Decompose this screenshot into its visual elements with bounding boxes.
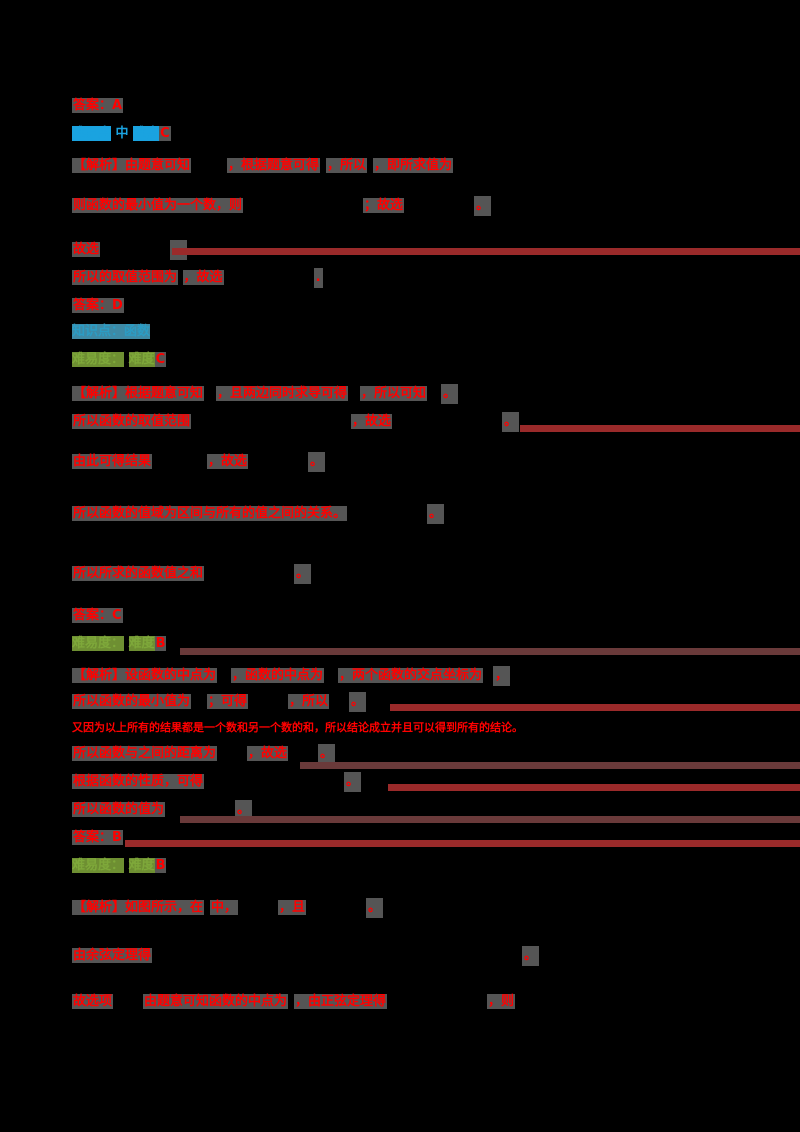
analysis-line: 又因为以上所有的结果都是一个数和另一个数的和，所以结论成立并且可以得到所有的结论… [72,721,523,734]
analysis-line: 【解析】如图所示，在 中， ，且。 [72,898,384,918]
knowledge-label: 知识点：函数 [72,324,151,339]
answer-label: 答案：D [72,298,124,313]
underline-rule [388,784,800,791]
analysis-line: 故选。 [72,240,188,260]
difficulty-label: 难易度： 难度B [72,858,167,873]
difficulty-label: 难易度： 难度C [72,352,167,367]
underline-rule [520,425,800,432]
difficulty-label: 难易度： 难度B [72,636,167,651]
analysis-line: 故选项 由题意可知函数的中点为 ，由正弦定理得 ，则 [72,994,516,1009]
analysis-line: 所以所求的函数值之和。 [72,564,312,584]
underline-rule [125,840,800,847]
underline-rule [172,248,800,255]
analysis-line: 根据函数的性质，可得。 [72,772,362,792]
underline-rule [300,762,800,769]
analysis-line: 则函数的最小值为一个数，则 ；故选。 [72,196,492,216]
analysis-line: 所以函数的值为。 [72,800,253,820]
difficulty-label: 难易度 中 难度C [72,126,171,141]
analysis-line: 【解析】由题意可知 ，根据题意可得 ，所以 ，即所求值为 [72,158,454,173]
analysis-line: 所以函数的最小值为 ；可得 ，所以。 [72,692,367,712]
underline-rule [390,704,800,711]
analysis-line: 由余弦定理得。 [72,946,540,966]
analysis-line: 所以函数的值域为区间与所有的值之间的关系。。 [72,504,445,524]
analysis-line: 所以的取值范围为 ，故选. [72,268,323,288]
analysis-line: 【解析】根据题意可知 ，且两边同时求导可得 ，所以可知。 [72,384,459,404]
answer-label: 答案：C [72,608,123,623]
analysis-line: 所以函数的取值范围 ，故选。 [72,412,520,432]
answer-label: 答案：A [72,98,124,113]
analysis-line: 【解析】设函数的中点为 ，函数的中点为 ，两个函数的交点坐标为， [72,666,511,686]
analysis-line: 由此可得结果 ，故选。 [72,452,326,472]
underline-rule [180,816,800,823]
analysis-line: 所以函数与之间的距离为 ，故选。 [72,744,336,764]
answer-label: 答案：B [72,830,123,845]
underline-rule [180,648,800,655]
